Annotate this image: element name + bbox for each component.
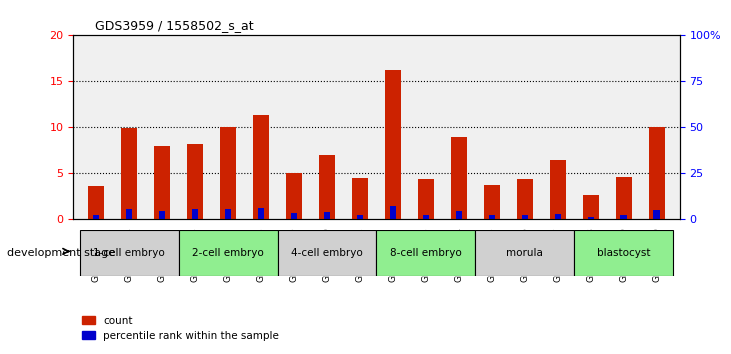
Bar (648, 127, 665, 219)
Bar (488, 216, 495, 219)
Bar (390, 206, 396, 219)
Bar (423, 216, 429, 219)
Text: 4-cell embryo: 4-cell embryo (291, 248, 363, 258)
Bar (88, 186, 105, 219)
Text: GDS3959 / 1558502_s_at: GDS3959 / 1558502_s_at (95, 19, 254, 33)
Bar (517, 179, 533, 219)
Bar (550, 160, 566, 219)
Legend: count, percentile rank within the sample: count, percentile rank within the sample (78, 312, 284, 345)
Bar (385, 70, 401, 219)
Bar (455, 211, 462, 219)
Bar (450, 137, 467, 219)
Bar (616, 177, 632, 219)
Bar (278, 230, 376, 276)
Bar (225, 209, 232, 219)
Bar (286, 172, 303, 219)
Bar (319, 155, 336, 219)
Text: development stage: development stage (7, 248, 115, 258)
Bar (588, 217, 594, 219)
Bar (376, 230, 475, 276)
Bar (220, 127, 236, 219)
Bar (621, 216, 627, 219)
Bar (178, 230, 278, 276)
Bar (291, 213, 298, 219)
Bar (484, 184, 500, 219)
Text: 1-cell embryo: 1-cell embryo (94, 248, 165, 258)
Bar (126, 209, 132, 219)
Bar (253, 115, 269, 219)
Bar (121, 129, 137, 219)
Bar (357, 216, 363, 219)
Bar (555, 213, 561, 219)
Bar (324, 212, 330, 219)
Text: blastocyst: blastocyst (597, 248, 651, 258)
Bar (352, 178, 368, 219)
Bar (521, 216, 528, 219)
Bar (192, 209, 198, 219)
Bar (93, 216, 99, 219)
Bar (258, 208, 265, 219)
Text: 2-cell embryo: 2-cell embryo (192, 248, 264, 258)
Text: 8-cell embryo: 8-cell embryo (390, 248, 462, 258)
Bar (583, 195, 599, 219)
Bar (187, 144, 203, 219)
Text: morula: morula (507, 248, 543, 258)
Bar (154, 146, 170, 219)
Bar (575, 230, 673, 276)
Bar (475, 230, 575, 276)
Bar (654, 210, 660, 219)
Bar (159, 211, 165, 219)
Bar (80, 230, 178, 276)
Bar (417, 179, 434, 219)
